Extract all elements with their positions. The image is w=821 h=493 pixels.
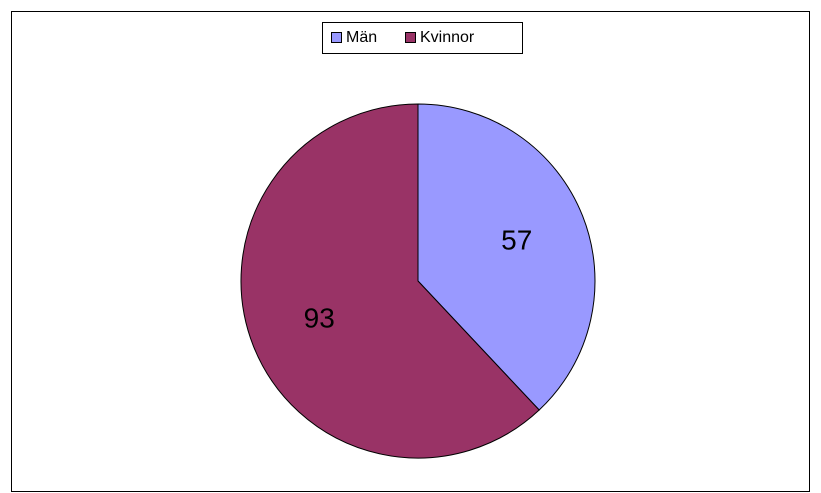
- data-label: 93: [304, 302, 335, 333]
- legend-swatch: [331, 32, 342, 43]
- legend-swatch: [405, 32, 416, 43]
- legend-label: Män: [346, 29, 377, 46]
- pie: 57 93: [240, 103, 596, 459]
- legend: Män Kvinnor: [331, 29, 475, 46]
- legend-box: [322, 22, 523, 54]
- legend-label: Kvinnor: [420, 29, 475, 46]
- pie-slice: [240, 103, 540, 459]
- data-label: 57: [501, 224, 532, 255]
- pie-slice: [417, 103, 596, 411]
